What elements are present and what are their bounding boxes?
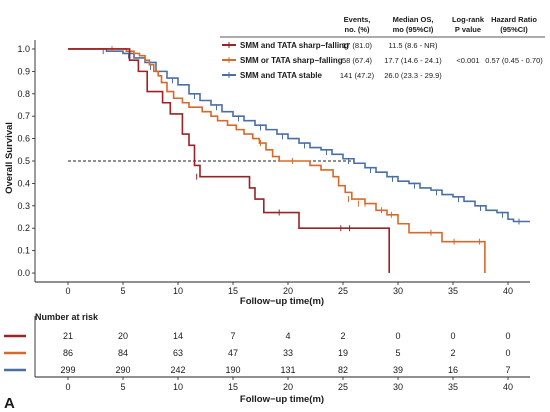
risk-count: 47 [228,348,238,358]
logrank-header-line2: P value [455,25,481,34]
number-at-risk-table: Number at risk 21 20 14 7 4 2 0 0 086 84 63 47 33 19 5… [4,312,530,405]
logrank-header-line1: Log-rank [452,15,485,24]
y-tick-label: 0.9 [17,66,30,76]
legend-events: 141 (47.2) [340,71,375,80]
legend-series-name: SMM and TATA stable [240,71,322,80]
y-tick-label: 0.3 [17,201,30,211]
y-tick-label: 0.2 [17,223,30,233]
legend-events: 17 (81.0) [342,41,373,50]
legend-events: 58 (67.4) [342,56,373,65]
x-tick-label: 25 [338,286,348,296]
survival-curve [68,48,390,274]
legend-median-os: 11.5 (8.6 - NR) [388,41,438,50]
x-tick-label: 15 [228,286,238,296]
y-tick-label: 1.0 [17,44,30,54]
y-tick-label: 0.8 [17,89,30,99]
legend-table: Events, no. (%) Median OS, mo (95%CI) Lo… [220,15,545,80]
survival-curves [68,45,530,274]
risk-x-tick-label: 35 [448,382,458,392]
survival-curve [68,48,530,223]
survival-plot: 0.0 0.1 0.2 0.3 0.4 0.5 0.6 0.7 0.8 0.9 1.0 0 5 10 15… [4,40,530,307]
median-header-line2: mo (95%CI) [393,25,434,34]
hazard-ratio-value: 0.57 (0.45 - 0.70) [485,56,543,65]
y-axis-title: Overall Survival [4,122,15,194]
risk-count: 0 [450,331,455,341]
risk-count: 86 [63,348,73,358]
legend-series-name: SMM or TATA sharp−falling [240,56,343,65]
x-tick-label: 10 [173,286,183,296]
risk-count: 82 [338,365,348,375]
risk-count: 2 [340,331,345,341]
legend-series-name: SMM and TATA sharp−falling [240,41,349,50]
risk-count: 190 [225,365,240,375]
risk-table-x-ticks: 0 5 10 15 20 25 30 35 40 [65,377,513,392]
risk-x-tick-label: 25 [338,382,348,392]
x-tick-label: 30 [393,286,403,296]
risk-count: 4 [285,331,290,341]
risk-count: 242 [170,365,185,375]
risk-count: 33 [283,348,293,358]
risk-count: 290 [115,365,130,375]
legend-median-os: 17.7 (14.6 - 24.1) [384,56,442,65]
risk-x-tick-label: 15 [228,382,238,392]
risk-x-tick-label: 40 [503,382,513,392]
hr-header-line2: (95%CI) [500,25,528,34]
events-header-line1: Events, [344,15,371,24]
risk-table-title: Number at risk [35,312,99,322]
risk-count: 2 [450,348,455,358]
legend-median-os: 26.0 (23.3 - 29.9) [384,71,442,80]
survival-curve [68,48,486,274]
risk-x-tick-label: 30 [393,382,403,392]
median-header-line1: Median OS, [393,15,434,24]
risk-count: 63 [173,348,183,358]
y-tick-label: 0.7 [17,111,30,121]
risk-x-tick-label: 20 [283,382,293,392]
risk-count: 0 [505,331,510,341]
risk-count: 21 [63,331,73,341]
risk-count: 0 [395,331,400,341]
y-axis-ticks: 0.0 0.1 0.2 0.3 0.4 0.5 0.6 0.7 0.8 0.9 1.0 [17,44,35,278]
risk-count: 14 [173,331,183,341]
risk-x-tick-label: 5 [120,382,125,392]
risk-count: 131 [280,365,295,375]
risk-count: 0 [505,348,510,358]
risk-count: 19 [338,348,348,358]
x-tick-label: 40 [503,286,513,296]
risk-x-tick-label: 10 [173,382,183,392]
y-tick-label: 0.6 [17,134,30,144]
y-tick-label: 0.1 [17,246,30,256]
y-tick-label: 0.4 [17,178,30,188]
risk-count: 7 [505,365,510,375]
risk-count: 5 [395,348,400,358]
panel-label: A [4,395,15,412]
logrank-p-value: <0.001 [456,56,479,65]
risk-count: 20 [118,331,128,341]
x-tick-label: 20 [283,286,293,296]
risk-count: 84 [118,348,128,358]
y-tick-label: 0.0 [17,268,30,278]
risk-count: 16 [448,365,458,375]
events-header-line2: no. (%) [345,25,370,34]
x-axis-ticks: 0 5 10 15 20 25 30 35 40 [65,282,513,296]
x-tick-label: 5 [120,286,125,296]
risk-count: 39 [393,365,403,375]
risk-count: 7 [230,331,235,341]
risk-table-x-title: Follow−up time(m) [240,394,324,405]
y-tick-label: 0.5 [17,156,30,166]
risk-count: 299 [60,365,75,375]
x-axis-title: Follow−up time(m) [240,296,324,307]
risk-x-tick-label: 0 [65,382,70,392]
x-tick-label: 0 [65,286,70,296]
hr-header-line1: Hazard Ratio [491,15,537,24]
x-tick-label: 35 [448,286,458,296]
